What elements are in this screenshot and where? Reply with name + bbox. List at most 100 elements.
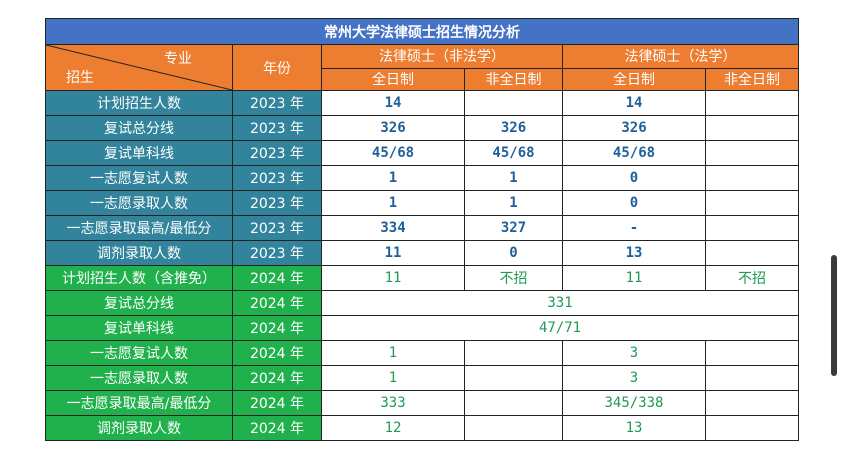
cell-value <box>464 365 563 391</box>
table-row: 复试单科线 2023 年 45/68 45/68 45/68 <box>45 140 800 166</box>
row-year: 2024 年 <box>232 390 322 416</box>
row-year: 2024 年 <box>232 315 322 341</box>
vertical-scrollbar[interactable] <box>831 255 837 376</box>
cell-value <box>704 365 800 391</box>
cell-value: 11 <box>321 240 465 266</box>
group-header-nonlaw: 法律硕士（非法学） <box>321 44 563 69</box>
cell-value: - <box>562 215 706 241</box>
cell-value: 327 <box>464 215 563 241</box>
cell-value <box>704 240 800 266</box>
cell-value <box>704 340 800 366</box>
row-label: 调剂录取人数 <box>45 240 233 266</box>
cell-value <box>704 390 800 416</box>
cell-value: 326 <box>464 115 563 141</box>
row-label: 计划招生人数（含推免） <box>45 265 233 291</box>
table-row: 计划招生人数 2023 年 14 14 <box>45 90 800 116</box>
cell-value: 333 <box>321 390 465 416</box>
cell-value <box>464 390 563 416</box>
table-row: 一志愿录取人数 2024 年 1 3 <box>45 365 800 391</box>
cell-value: 12 <box>321 415 465 441</box>
row-year: 2024 年 <box>232 415 322 441</box>
cell-value: 11 <box>562 265 706 291</box>
cell-value: 326 <box>562 115 706 141</box>
row-year: 2023 年 <box>232 190 322 216</box>
table-row: 复试单科线 2024 年 47/71 <box>45 315 800 341</box>
cell-value: 3 <box>562 340 706 366</box>
sub-header-parttime: 非全日制 <box>704 67 800 91</box>
cell-value: 3 <box>562 365 706 391</box>
row-label: 一志愿录取人数 <box>45 365 233 391</box>
sub-header-parttime: 非全日制 <box>464 67 563 91</box>
row-label: 一志愿录取人数 <box>45 190 233 216</box>
cell-value: 0 <box>562 190 706 216</box>
row-year: 2023 年 <box>232 215 322 241</box>
cell-value: 14 <box>562 90 706 116</box>
cell-value: 334 <box>321 215 465 241</box>
cell-value: 1 <box>321 340 465 366</box>
row-year: 2023 年 <box>232 90 322 116</box>
cell-value: 13 <box>562 240 706 266</box>
corner-header: 专业 招生 <box>45 44 233 91</box>
row-year: 2024 年 <box>232 340 322 366</box>
cell-value: 不招 <box>464 265 563 291</box>
row-label: 复试总分线 <box>45 115 233 141</box>
cell-value <box>704 115 800 141</box>
table-row: 一志愿录取最高/最低分 2023 年 334 327 - <box>45 215 800 241</box>
diagonal-line <box>46 45 232 90</box>
cell-value <box>464 90 563 116</box>
row-label: 一志愿录取最高/最低分 <box>45 215 233 241</box>
cell-value <box>704 165 800 191</box>
table-title: 常州大学法律硕士招生情况分析 <box>44 18 800 45</box>
table-row: 一志愿录取最高/最低分 2024 年 333 345/338 <box>45 390 800 416</box>
table-row: 复试总分线 2023 年 326 326 326 <box>45 115 800 141</box>
cell-value: 0 <box>464 240 563 266</box>
cell-value: 326 <box>321 115 465 141</box>
cell-value <box>464 340 563 366</box>
merged-cell-value: 47/71 <box>320 315 800 341</box>
sub-header-fulltime: 全日制 <box>562 67 706 91</box>
corner-top-label: 专业 <box>164 51 192 67</box>
cell-value <box>464 415 563 441</box>
cell-value: 14 <box>321 90 465 116</box>
row-label: 一志愿复试人数 <box>45 165 233 191</box>
cell-value: 345/338 <box>562 390 706 416</box>
row-label: 复试单科线 <box>45 140 233 166</box>
row-year: 2023 年 <box>232 240 322 266</box>
row-year: 2024 年 <box>232 290 322 316</box>
sub-header-fulltime: 全日制 <box>321 67 465 91</box>
row-label: 复试总分线 <box>45 290 233 316</box>
row-label: 一志愿复试人数 <box>45 340 233 366</box>
table-row: 一志愿复试人数 2024 年 1 3 <box>45 340 800 366</box>
cell-value: 不招 <box>704 265 800 291</box>
cell-value: 1 <box>321 365 465 391</box>
year-col-header: 年份 <box>232 44 322 91</box>
cell-value: 45/68 <box>562 140 706 166</box>
table-row: 调剂录取人数 2023 年 11 0 13 <box>45 240 800 266</box>
table-row: 一志愿录取人数 2023 年 1 1 0 <box>45 190 800 216</box>
row-year: 2023 年 <box>232 140 322 166</box>
cell-value <box>704 90 800 116</box>
row-year: 2023 年 <box>232 115 322 141</box>
row-year: 2023 年 <box>232 165 322 191</box>
cell-value: 11 <box>321 265 465 291</box>
merged-cell-value: 331 <box>320 290 800 316</box>
corner-bottom-label: 招生 <box>66 70 94 86</box>
row-label: 计划招生人数 <box>45 90 233 116</box>
row-label: 调剂录取人数 <box>45 415 233 441</box>
table-row: 复试总分线 2024 年 331 <box>45 290 800 316</box>
cell-value <box>704 215 800 241</box>
cell-value <box>704 190 800 216</box>
cell-value: 1 <box>321 165 465 191</box>
table-row: 调剂录取人数 2024 年 12 13 <box>45 415 800 441</box>
cell-value: 1 <box>464 190 563 216</box>
row-label: 一志愿录取最高/最低分 <box>45 390 233 416</box>
group-header-law: 法律硕士（法学） <box>561 44 800 69</box>
cell-value <box>704 415 800 441</box>
row-year: 2024 年 <box>232 265 322 291</box>
cell-value: 45/68 <box>464 140 563 166</box>
table-row: 计划招生人数（含推免） 2024 年 11 不招 11 不招 <box>45 265 800 291</box>
cell-value: 1 <box>321 190 465 216</box>
cell-value: 1 <box>464 165 563 191</box>
row-label: 复试单科线 <box>45 315 233 341</box>
admission-table: 常州大学法律硕士招生情况分析 专业 招生 年份 法律硕士（非法学） 法律硕士（法… <box>44 18 800 441</box>
